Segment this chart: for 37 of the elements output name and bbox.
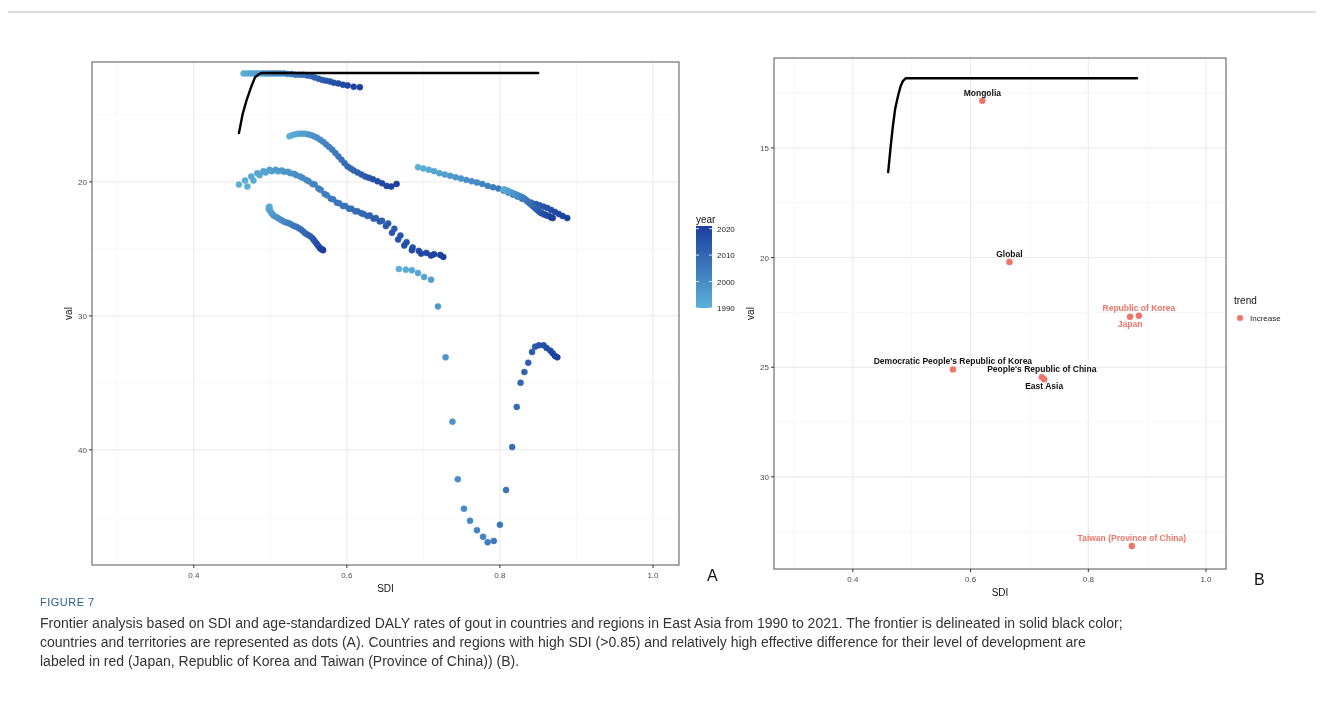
y-tick-label: 25 [760, 363, 770, 373]
y-tick-label: 40 [78, 445, 88, 455]
x-axis-title: SDI [991, 587, 1009, 598]
data-label: Mongolia [963, 87, 1002, 98]
x-tick-label: 0.8 [494, 571, 507, 580]
y-axis-title: val [63, 307, 74, 320]
x-tick-label: 0.4 [188, 571, 200, 580]
x-tick-label: 0.8 [1082, 575, 1095, 584]
y-tick-label: 15 [760, 143, 770, 153]
y-tick-label: 30 [760, 472, 770, 482]
data-label: People's Republic of China [987, 364, 1097, 375]
x-tick-label: 0.6 [965, 575, 977, 584]
x-tick-label: 0.6 [341, 571, 353, 580]
color-bar-title: year [696, 214, 717, 225]
data-label: Japan [1117, 318, 1143, 329]
caption: FIGURE 7 [40, 596, 95, 608]
legend-label: Increase [1250, 314, 1282, 323]
y-tick-label: 30 [78, 311, 88, 321]
data-label: Republic of Korea [1102, 302, 1176, 313]
text: Frontier analysis based on SDI and age-standardized DALY rates of gout in countries and regions in East Asia from 1990 to 2021. The frontier is delineated in solid black color; countries and territories are represented as dots (A). Countries and regions with high SDI (>0.85) and relatively high effective difference for their level of development are labeled in red (Japan, Republic of Korea and Taiwan (Province of China)) (B). [40, 615, 1123, 669]
color-bar-label: 2020 [717, 224, 736, 234]
x-tick-label: 1.0 [647, 571, 660, 580]
text: B [1254, 571, 1265, 588]
y-axis-title: val [745, 307, 756, 320]
color-bar-label: 1990 [717, 304, 736, 313]
color-bar-label: 2000 [717, 277, 736, 287]
data-label: Taiwan (Province of China) [1077, 532, 1187, 543]
data-label: East Asia [1025, 381, 1064, 392]
data-label: Global [996, 248, 1023, 259]
x-tick-label: 0.4 [847, 575, 859, 584]
x-tick-label: 1.0 [1200, 575, 1213, 584]
y-tick-label: 20 [78, 177, 88, 187]
color-bar-label: 2010 [717, 251, 736, 261]
x-axis-title: SDI [377, 583, 394, 594]
legend-title: trend [1234, 295, 1257, 306]
y-tick-label: 20 [760, 253, 770, 263]
text: A [707, 567, 718, 584]
